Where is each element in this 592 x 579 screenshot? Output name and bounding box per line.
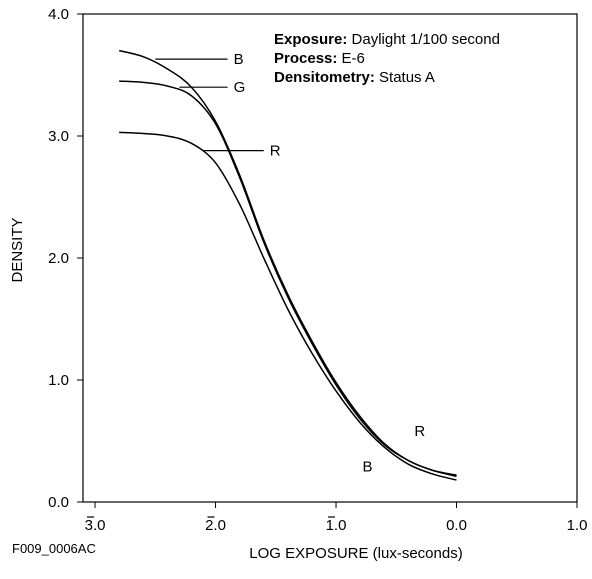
x-axis-title: LOG EXPOSURE (lux-seconds) [249,545,462,562]
plot-frame [82,13,578,503]
annotation-line: Exposure: Daylight 1/100 second [274,31,500,48]
x-tick-label: 3.0 [85,517,106,534]
y-axis-title: DENSITY [9,217,26,282]
series-layer [118,49,457,481]
annotation-value: Status A [375,69,435,86]
annotation-line: Process: E-6 [274,50,365,67]
x-tick-label: 2.0 [205,517,226,534]
annotation-value: E-6 [337,50,365,67]
legend-annotations: Exposure: Daylight 1/100 second Process: … [274,31,500,86]
curve-label-r: R [414,423,425,440]
curve-b [118,49,457,478]
x-tick-label: 1.0 [326,517,347,534]
curve-label-b: B [363,459,373,476]
axis-ticks: 3.0 2.0 1.0 0.0 1.0 0.0 1.0 2.0 3.0 4.0 [48,6,587,534]
y-tick-label: 1.0 [48,372,69,389]
annotation-label: Densitometry: [274,69,375,86]
y-tick-label: 3.0 [48,128,69,145]
annotation-line: Densitometry: Status A [274,69,435,86]
curve-label-r: R [270,143,281,160]
x-tick-label: 1.0 [567,517,588,534]
y-tick-label: 4.0 [48,6,69,23]
x-tick-label: 0.0 [446,517,467,534]
annotation-label: Process: [274,50,337,67]
curve-label-g: G [234,79,246,96]
figure-id-label: F009_0006AC [12,541,96,556]
curve-g [119,80,457,476]
annotation-value: Daylight 1/100 second [347,31,500,48]
curve-label-b: B [234,51,244,68]
y-tick-label: 2.0 [48,250,69,267]
curve-r [119,131,457,481]
annotation-label: Exposure: [274,31,347,48]
y-tick-label: 0.0 [48,494,69,511]
